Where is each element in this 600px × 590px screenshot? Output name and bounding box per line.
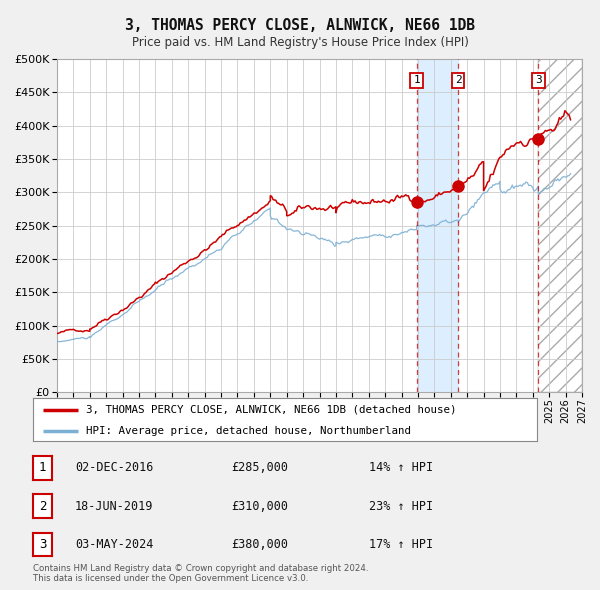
Text: Contains HM Land Registry data © Crown copyright and database right 2024.
This d: Contains HM Land Registry data © Crown c…	[33, 563, 368, 583]
Text: 1: 1	[413, 76, 420, 86]
Bar	[416, 59, 458, 392]
Text: £380,000: £380,000	[231, 538, 288, 551]
Text: HPI: Average price, detached house, Northumberland: HPI: Average price, detached house, Nort…	[86, 425, 411, 435]
Text: 3: 3	[39, 538, 46, 551]
Text: 2: 2	[455, 76, 461, 86]
Text: 3: 3	[535, 76, 542, 86]
Text: 02-DEC-2016: 02-DEC-2016	[75, 461, 154, 474]
Text: 17% ↑ HPI: 17% ↑ HPI	[369, 538, 433, 551]
Text: 14% ↑ HPI: 14% ↑ HPI	[369, 461, 433, 474]
Text: 3, THOMAS PERCY CLOSE, ALNWICK, NE66 1DB: 3, THOMAS PERCY CLOSE, ALNWICK, NE66 1DB	[125, 18, 475, 33]
Text: 23% ↑ HPI: 23% ↑ HPI	[369, 500, 433, 513]
Text: 1: 1	[39, 461, 46, 474]
Text: 2: 2	[39, 500, 46, 513]
Text: 03-MAY-2024: 03-MAY-2024	[75, 538, 154, 551]
Text: 3, THOMAS PERCY CLOSE, ALNWICK, NE66 1DB (detached house): 3, THOMAS PERCY CLOSE, ALNWICK, NE66 1DB…	[86, 405, 457, 415]
Text: £285,000: £285,000	[231, 461, 288, 474]
Bar	[538, 59, 582, 392]
Text: Price paid vs. HM Land Registry's House Price Index (HPI): Price paid vs. HM Land Registry's House …	[131, 36, 469, 49]
Text: £310,000: £310,000	[231, 500, 288, 513]
Text: 18-JUN-2019: 18-JUN-2019	[75, 500, 154, 513]
